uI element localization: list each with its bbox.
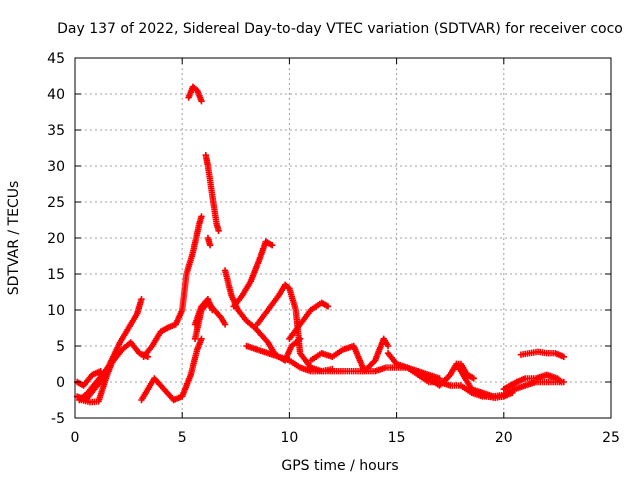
series-arc-21 [500,371,565,393]
chart-title: Day 137 of 2022, Sidereal Day-to-day VTE… [57,21,623,37]
series-arc-11 [204,234,214,249]
series-arc-22 [517,348,567,360]
data-point-markers [474,389,516,401]
y-tick-label: 10 [47,303,65,319]
series-arc-6 [138,335,205,404]
series-arc-4 [78,350,119,406]
y-tick-label: 40 [47,87,65,103]
data-point-markers [440,360,477,386]
series-arc-17 [307,335,392,375]
data-point-markers [185,83,205,105]
y-tick-label: 35 [47,123,65,139]
y-tick-label: 15 [47,267,65,283]
x-tick-label: 15 [388,430,406,446]
data-point-markers [307,335,392,375]
x-tick-label: 0 [71,430,80,446]
series-arc-16 [286,299,332,342]
data-point-markers [500,371,565,393]
y-tick-label: -5 [51,411,65,427]
y-tick-label: 25 [47,195,65,211]
data-point-markers [202,152,222,234]
y-tick-label: 0 [56,375,65,391]
data-point-markers [230,238,276,310]
series-arc-8 [202,152,222,234]
series-arc-13 [230,238,276,310]
data-point-markers [191,296,216,328]
x-tick-label: 20 [495,430,513,446]
data-point-markers [78,350,119,406]
grid-lines [75,58,611,418]
y-tick-label: 30 [47,159,65,175]
x-tick-label: 10 [280,430,298,446]
y-tick-label: 45 [47,51,65,67]
y-tick-label: 5 [56,339,65,355]
axis-ticks: 0 5 10 15 20 25 -5 0 5 10 15 20 25 30 35 40 45 [47,51,620,446]
data-series [73,83,567,406]
data-point-markers [204,234,214,249]
y-axis-label: SDTVAR / TECUs [6,181,22,296]
y-tick-label: 20 [47,231,65,247]
series-arc-7 [185,83,205,105]
data-point-markers [138,335,205,404]
x-tick-label: 25 [602,430,620,446]
series-arc-10 [191,296,216,328]
series-arc-5 [140,213,205,360]
data-point-markers [286,299,332,342]
data-point-markers [140,213,205,360]
x-axis-label: GPS time / hours [281,458,398,474]
data-point-markers [517,348,567,360]
x-tick-label: 5 [178,430,187,446]
series-arc-20 [440,360,477,386]
series-arc-23 [474,389,516,401]
